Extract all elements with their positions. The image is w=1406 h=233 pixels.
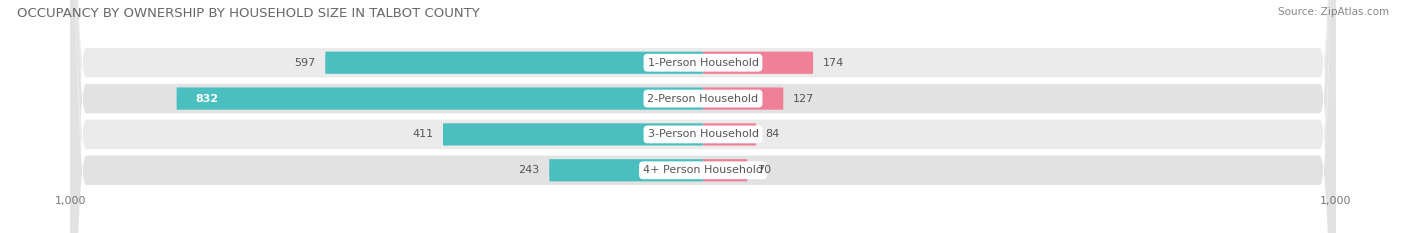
FancyBboxPatch shape [703,87,783,110]
FancyBboxPatch shape [550,159,703,181]
Text: 70: 70 [756,165,770,175]
FancyBboxPatch shape [325,52,703,74]
Text: 597: 597 [294,58,316,68]
Text: 1-Person Household: 1-Person Household [648,58,758,68]
FancyBboxPatch shape [443,123,703,146]
FancyBboxPatch shape [70,0,1336,233]
Text: 3-Person Household: 3-Person Household [648,129,758,139]
FancyBboxPatch shape [703,159,748,181]
Text: 4+ Person Household: 4+ Person Household [643,165,763,175]
FancyBboxPatch shape [70,0,1336,233]
Text: Source: ZipAtlas.com: Source: ZipAtlas.com [1278,7,1389,17]
Text: 832: 832 [195,94,219,104]
FancyBboxPatch shape [70,0,1336,233]
Text: 127: 127 [793,94,814,104]
Text: 411: 411 [412,129,433,139]
FancyBboxPatch shape [703,52,813,74]
Text: 174: 174 [823,58,844,68]
Text: 84: 84 [766,129,780,139]
FancyBboxPatch shape [177,87,703,110]
Text: 243: 243 [519,165,540,175]
FancyBboxPatch shape [70,0,1336,233]
Text: OCCUPANCY BY OWNERSHIP BY HOUSEHOLD SIZE IN TALBOT COUNTY: OCCUPANCY BY OWNERSHIP BY HOUSEHOLD SIZE… [17,7,479,20]
FancyBboxPatch shape [703,123,756,146]
Text: 2-Person Household: 2-Person Household [647,94,759,104]
